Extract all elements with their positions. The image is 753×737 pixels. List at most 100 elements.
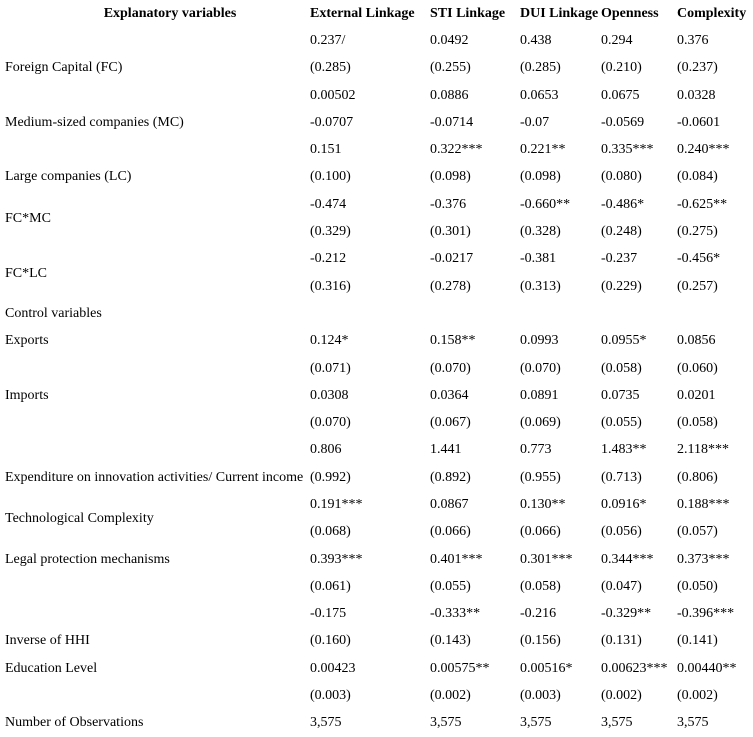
- table-row: Legal protection mechanisms 0.393*** 0.401…: [0, 546, 753, 573]
- value-cell: -0.474: [310, 196, 347, 212]
- value-cell: (0.003): [310, 688, 351, 704]
- value-cell: (0.055): [601, 415, 642, 431]
- value-cell: 1.483**: [601, 442, 647, 458]
- row-label-cell: [0, 355, 306, 382]
- row-label-cell: Control variables: [0, 300, 306, 327]
- value-cell: (0.141): [677, 633, 718, 649]
- table-row: Control variables: [0, 300, 753, 327]
- value-cell: 0.0328: [677, 87, 716, 103]
- value-cell: 0.773: [520, 442, 552, 458]
- value-cell: (0.257): [677, 278, 718, 294]
- value-cell: 0.124*: [310, 333, 349, 349]
- value-cell: -0.456*: [677, 251, 721, 267]
- value-cell: -0.0217: [430, 251, 474, 267]
- row-label-cell: Exports: [0, 328, 306, 355]
- row-label-cell: Imports: [0, 382, 306, 409]
- value-cell: 0.0867: [430, 496, 469, 512]
- row-label: Expenditure on innovation activities/ Cu…: [5, 469, 304, 485]
- value-cell: 0.0201: [677, 387, 716, 403]
- value-cell: 0.373***: [677, 551, 730, 567]
- value-cell: 0.00440**: [677, 660, 737, 676]
- table-row: Large companies (LC) (0.100) (0.098) (0.098…: [0, 164, 753, 191]
- value-cell: (0.070): [310, 415, 351, 431]
- row-label-cell: FC*MC: [0, 212, 306, 245]
- value-cell: 0.0308: [310, 387, 349, 403]
- table-row: (0.003) (0.002) (0.003) (0.002) (0.002): [0, 682, 753, 709]
- value-cell: (0.002): [430, 688, 471, 704]
- row-label: FC*LC: [5, 265, 48, 281]
- row-label-cell: Inverse of HHI: [0, 628, 306, 655]
- value-cell: 0.0891: [520, 387, 559, 403]
- value-cell: (0.080): [601, 169, 642, 185]
- value-cell: (0.328): [520, 224, 561, 240]
- table-row: FC*LC (0.316) (0.278) (0.313) (0.229) (0.257): [0, 266, 753, 300]
- value-cell: 3,575: [677, 715, 709, 731]
- value-cell: (0.056): [601, 524, 642, 540]
- value-cell: 0.191***: [310, 496, 363, 512]
- value-cell: (0.061): [310, 578, 351, 594]
- table-row: 0.806 1.441 0.773 1.483** 2.118***: [0, 437, 753, 464]
- table-row: Medium-sized companies (MC) -0.0707 -0.071…: [0, 109, 753, 136]
- value-cell: -0.175: [310, 606, 347, 622]
- value-cell: -0.381: [520, 251, 557, 267]
- value-cell: (0.316): [310, 278, 351, 294]
- value-cell: 0.0492: [430, 32, 469, 48]
- value-cell: 3,575: [430, 715, 462, 731]
- value-cell: (0.892): [430, 469, 471, 485]
- value-cell: (0.060): [677, 360, 718, 376]
- value-cell: 0.322***: [430, 142, 483, 158]
- table-row: Foreign Capital (FC) (0.285) (0.255) (0.285…: [0, 55, 753, 82]
- value-cell: 0.294: [601, 32, 633, 48]
- value-cell: (0.055): [430, 578, 471, 594]
- value-cell: -0.486*: [601, 196, 645, 212]
- value-cell: 0.158**: [430, 333, 476, 349]
- row-label-cell: Number of Observations: [0, 710, 306, 737]
- value-cell: 0.00623***: [601, 660, 668, 676]
- table-row: -0.175 -0.333** -0.216 -0.329** -0.396***: [0, 601, 753, 628]
- value-cell: (0.070): [430, 360, 471, 376]
- header-explanatory-variables: Explanatory variables: [103, 5, 237, 21]
- value-cell: 0.438: [520, 32, 552, 48]
- header-complexity: Complexity: [677, 5, 747, 21]
- row-label-cell: [0, 601, 306, 628]
- row-label: Exports: [5, 333, 49, 349]
- value-cell: 0.0993: [520, 333, 559, 349]
- row-label-cell: Technological Complexity: [0, 512, 306, 546]
- value-cell: [516, 300, 597, 327]
- value-cell: (0.313): [520, 278, 561, 294]
- row-label: Number of Observations: [5, 715, 144, 731]
- value-cell: 0.00502: [310, 87, 356, 103]
- row-label: Technological Complexity: [5, 511, 154, 527]
- value-cell: (0.156): [520, 633, 561, 649]
- value-cell: (0.002): [601, 688, 642, 704]
- header-dui-linkage: DUI Linkage: [520, 5, 599, 21]
- value-cell: (0.071): [310, 360, 351, 376]
- table-row: Inverse of HHI (0.160) (0.143) (0.156) (0.13…: [0, 628, 753, 655]
- value-cell: (0.285): [310, 60, 351, 76]
- value-cell: 0.0955*: [601, 333, 647, 349]
- row-label: Inverse of HHI: [5, 633, 90, 649]
- value-cell: 0.188***: [677, 496, 730, 512]
- value-cell: -0.07: [520, 114, 550, 130]
- value-cell: 0.0856: [677, 333, 716, 349]
- value-cell: (0.069): [520, 415, 561, 431]
- value-cell: (0.131): [601, 633, 642, 649]
- value-cell: 0.344***: [601, 551, 654, 567]
- table-row: (0.071) (0.070) (0.070) (0.058) (0.060): [0, 355, 753, 382]
- row-label: Medium-sized companies (MC): [5, 114, 184, 130]
- table-row: 0.151 0.322*** 0.221** 0.335*** 0.240***: [0, 136, 753, 163]
- value-cell: -0.212: [310, 251, 347, 267]
- value-cell: 0.0675: [601, 87, 640, 103]
- table-row: 0.237/0.0492 0.438 0.294 0.376: [0, 27, 753, 54]
- table-row: (0.061) (0.055) (0.058) (0.047) (0.050): [0, 573, 753, 600]
- value-cell: (0.229): [601, 278, 642, 294]
- value-cell: (0.160): [310, 633, 351, 649]
- value-cell: -0.237: [601, 251, 638, 267]
- value-cell: (0.301): [430, 224, 471, 240]
- row-label-cell: Medium-sized companies (MC): [0, 109, 306, 136]
- value-cell: -0.329**: [601, 606, 652, 622]
- row-label-cell: [0, 437, 306, 464]
- value-cell: -0.333**: [430, 606, 481, 622]
- value-cell: (0.058): [601, 360, 642, 376]
